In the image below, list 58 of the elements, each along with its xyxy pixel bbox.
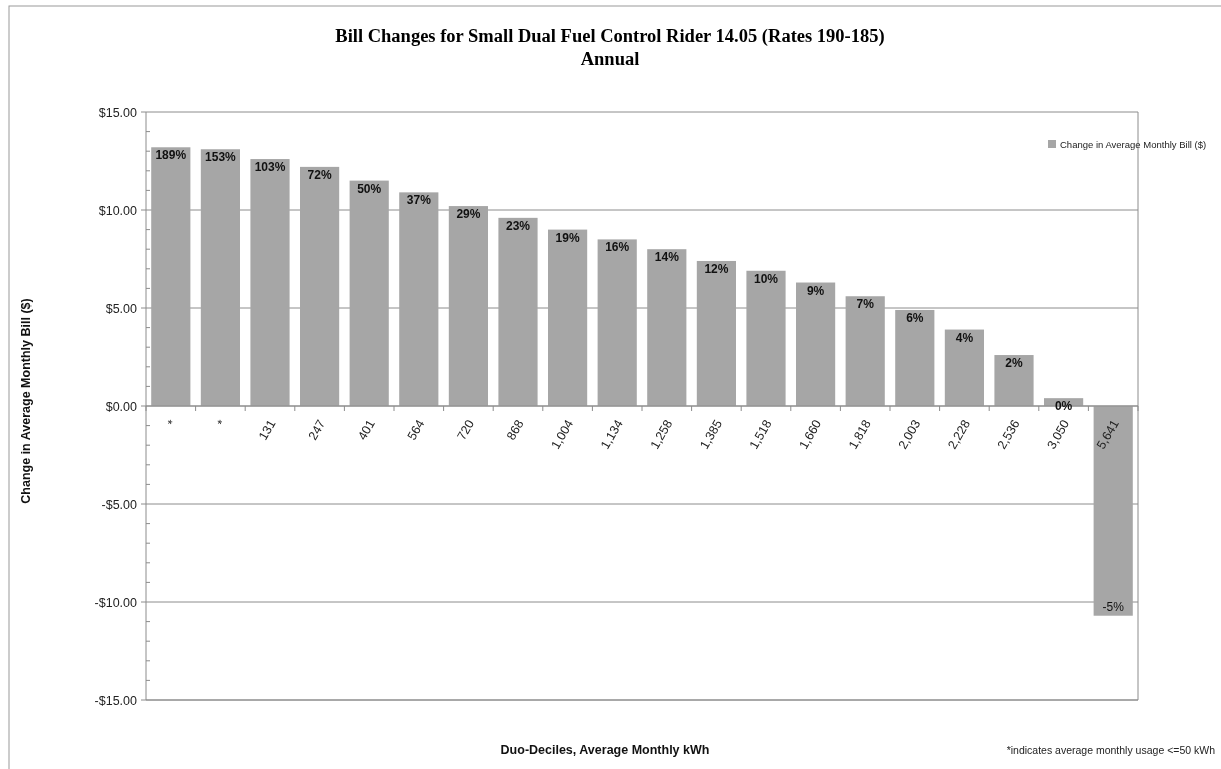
annotation: 4%	[955, 330, 974, 345]
y-tick-label: -$15.00	[94, 693, 138, 708]
y-tick-label: -$10.00	[94, 595, 138, 610]
bar	[746, 270, 786, 406]
bar	[845, 296, 885, 406]
annotation: 153%	[205, 150, 237, 165]
bar	[349, 180, 389, 406]
annotation: 37%	[406, 193, 432, 208]
bar	[250, 159, 290, 406]
x-tick-label: 401	[355, 417, 378, 443]
bar	[399, 192, 439, 406]
x-tick-label: 131	[256, 417, 279, 443]
annotation: 10%	[753, 271, 779, 286]
x-tick-label: 868	[504, 417, 527, 443]
annotation: 9%	[806, 283, 825, 298]
annotation: 72%	[307, 167, 332, 182]
bar	[944, 329, 984, 406]
bar	[647, 249, 687, 406]
annotation: 14%	[654, 250, 680, 265]
chart-title: Bill Changes for Small Dual Fuel Control Rider 14.05 (Rates 190-185)	[335, 26, 885, 47]
chart-subtitle: Annual	[580, 49, 640, 69]
annotation: 50%	[357, 181, 382, 196]
x-tick-label: *	[164, 417, 180, 429]
y-tick-label: $5.00	[105, 301, 138, 316]
y-tick-label: $15.00	[98, 105, 138, 120]
x-tick-label: *	[214, 417, 230, 429]
annotation: 103%	[254, 160, 286, 175]
annotation: -5%	[1102, 599, 1125, 614]
bar	[696, 260, 736, 406]
annotation: 16%	[605, 240, 630, 255]
bar	[994, 355, 1034, 406]
text: *indicates average monthly usage <=50 kWh	[1006, 744, 1216, 756]
y-tick-label: $10.00	[98, 203, 138, 218]
bar	[895, 309, 935, 406]
y-tick-label: $0.00	[105, 399, 138, 414]
x-tick-label: 720	[454, 417, 478, 443]
bar	[548, 229, 588, 406]
annotation: 6%	[906, 310, 924, 325]
legend-label: Change in Average Monthly Bill ($)	[1060, 139, 1207, 150]
bar	[448, 206, 488, 406]
y-axis-title: Change in Average Monthly Bill ($)	[19, 298, 33, 504]
bar	[1093, 406, 1133, 616]
annotation: 19%	[555, 230, 580, 245]
annotation: 189%	[155, 148, 187, 163]
y-tick-label: -$5.00	[101, 497, 138, 512]
x-tick-label: 564	[404, 417, 428, 443]
bar	[498, 217, 538, 406]
annotation: 23%	[505, 218, 531, 233]
bar	[796, 282, 836, 406]
annotation: 29%	[456, 207, 481, 222]
x-axis-title: Duo-Deciles, Average Monthly kWh	[500, 743, 710, 757]
bar	[151, 147, 191, 406]
annotation: 2%	[1005, 356, 1023, 371]
bar	[200, 149, 240, 406]
bar	[597, 239, 637, 406]
bar	[300, 166, 340, 406]
annotation: 12%	[704, 261, 729, 276]
annotation: 7%	[856, 297, 875, 312]
